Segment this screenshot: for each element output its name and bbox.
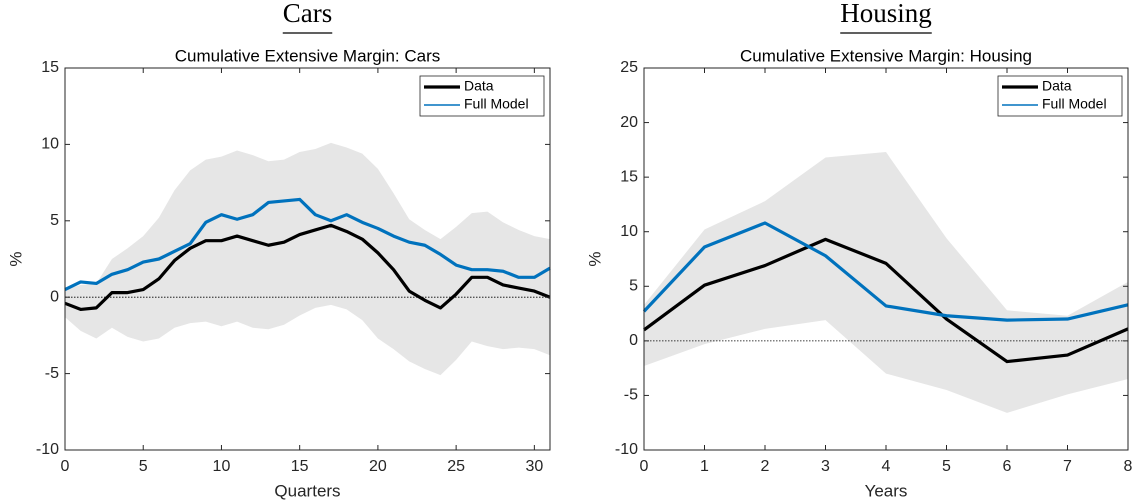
chart-title: Cumulative Extensive Margin: Housing <box>740 46 1032 65</box>
y-tick-label: 0 <box>629 332 638 349</box>
y-tick-label: -5 <box>45 365 59 382</box>
y-tick-label: -5 <box>624 387 638 404</box>
axes-box <box>64 67 551 451</box>
panel-heading: Housing <box>840 0 932 28</box>
confidence-band <box>65 142 550 376</box>
y-tick-label: 10 <box>41 136 59 153</box>
y-axis-label: % <box>6 251 25 266</box>
y-tick-label: 15 <box>620 168 638 185</box>
x-tick-label: 4 <box>882 458 891 475</box>
x-axis-label: Quarters <box>274 481 340 500</box>
x-tick-label: 30 <box>525 458 543 475</box>
x-tick-label: 25 <box>447 458 465 475</box>
y-tick-label: 15 <box>41 59 59 76</box>
y-tick-label: -10 <box>36 441 59 458</box>
series-line <box>64 223 551 312</box>
x-tick-label: 10 <box>213 458 231 475</box>
series-line <box>64 197 551 291</box>
y-tick-label: 5 <box>629 278 638 295</box>
chart-title: Cumulative Extensive Margin: Cars <box>175 46 440 65</box>
x-tick-label: 0 <box>640 458 649 475</box>
x-tick-label: 8 <box>1124 458 1133 475</box>
y-tick-label: 25 <box>620 59 638 76</box>
x-tick-label: 20 <box>369 458 387 475</box>
x-tick-label: 15 <box>291 458 309 475</box>
legend-label: Data <box>1042 78 1072 94</box>
legend-box <box>997 75 1123 117</box>
x-tick-label: 6 <box>1003 458 1012 475</box>
x-tick-label: 7 <box>1063 458 1072 475</box>
legend-label: Data <box>464 78 494 94</box>
y-tick-label: 10 <box>620 223 638 240</box>
x-tick-label: 1 <box>700 458 709 475</box>
legend-box <box>419 75 545 117</box>
x-tick-label: 0 <box>61 458 70 475</box>
y-axis-label: % <box>585 251 604 266</box>
series-line <box>643 237 1129 364</box>
series-line <box>642 221 1129 322</box>
legend-label: Full Model <box>464 96 529 112</box>
x-tick-label: 5 <box>139 458 148 475</box>
x-tick-label: 2 <box>761 458 770 475</box>
y-tick-label: 0 <box>50 288 59 305</box>
x-axis-label: Years <box>865 481 908 500</box>
legend-label: Full Model <box>1042 96 1107 112</box>
y-tick-label: 5 <box>50 212 59 229</box>
panel-heading: Cars <box>283 0 333 28</box>
x-tick-label: 5 <box>942 458 951 475</box>
x-tick-label: 3 <box>821 458 830 475</box>
y-tick-label: -10 <box>615 441 638 458</box>
confidence-band <box>644 152 1128 413</box>
y-tick-label: 20 <box>620 114 638 131</box>
